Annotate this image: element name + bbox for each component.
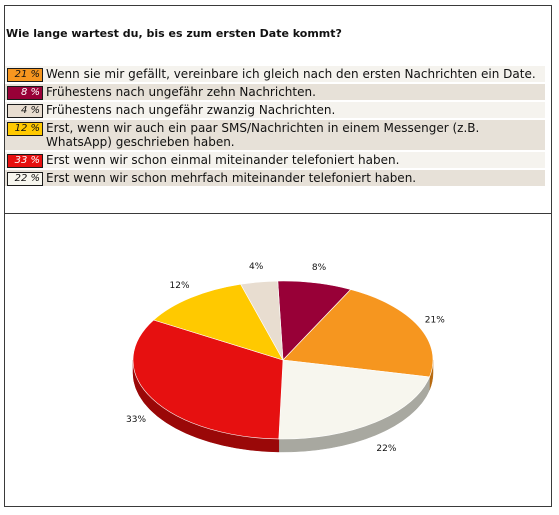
answer-row: 22 % Erst wenn wir schon mehrfach miteina… bbox=[5, 170, 545, 188]
answer-row: 33 % Erst wenn wir schon einmal miteinand… bbox=[5, 152, 545, 170]
slice-label: 22% bbox=[376, 444, 396, 454]
answer-row: 12 % Erst, wenn wir auch ein paar SMS/Nac… bbox=[5, 120, 545, 152]
answer-row: 8 % Frühestens nach ungefähr zehn Nachric… bbox=[5, 84, 545, 102]
answer-text: Wenn sie mir gefällt, vereinbare ich gle… bbox=[46, 67, 536, 81]
answer-list: 21 % Wenn sie mir gefällt, vereinbare ich… bbox=[5, 66, 545, 188]
pie-slice bbox=[153, 283, 284, 361]
pie-slice bbox=[132, 319, 284, 440]
answer-text: Frühestens nach ungefähr zwanzig Nachric… bbox=[46, 103, 336, 117]
pie-slice bbox=[282, 289, 434, 378]
slice-label: 21% bbox=[425, 315, 445, 325]
answer-text: Erst, wenn wir auch ein paar SMS/Nachric… bbox=[46, 121, 480, 149]
pie-chart: 8% 21% 22% 33% 12% 4% bbox=[126, 262, 445, 454]
slice-label: 8% bbox=[312, 263, 327, 273]
slice-label: 33% bbox=[126, 415, 146, 425]
answer-row: 4 % Frühestens nach ungefähr zwanzig Nach… bbox=[5, 102, 545, 120]
percent-badge: 12 % bbox=[7, 122, 43, 136]
slice-label: 4% bbox=[249, 262, 264, 272]
percent-badge: 4 % bbox=[7, 104, 43, 118]
pie-slice bbox=[278, 359, 430, 440]
answer-text: Erst wenn wir schon mehrfach miteinander… bbox=[46, 171, 417, 185]
percent-badge: 22 % bbox=[7, 172, 43, 186]
answer-text: Erst wenn wir schon einmal miteinander t… bbox=[46, 153, 400, 167]
answer-text: Frühestens nach ungefähr zehn Nachrichte… bbox=[46, 85, 316, 99]
percent-badge: 8 % bbox=[7, 86, 43, 100]
pie-slice bbox=[240, 280, 284, 361]
percent-badge: 21 % bbox=[7, 68, 43, 82]
slice-label: 12% bbox=[170, 281, 190, 291]
percent-badge: 33 % bbox=[7, 154, 43, 168]
divider bbox=[4, 213, 552, 214]
answer-row: 21 % Wenn sie mir gefällt, vereinbare ich… bbox=[5, 66, 545, 84]
poll-question: Wie lange wartest du, bis es zum ersten … bbox=[6, 27, 342, 40]
